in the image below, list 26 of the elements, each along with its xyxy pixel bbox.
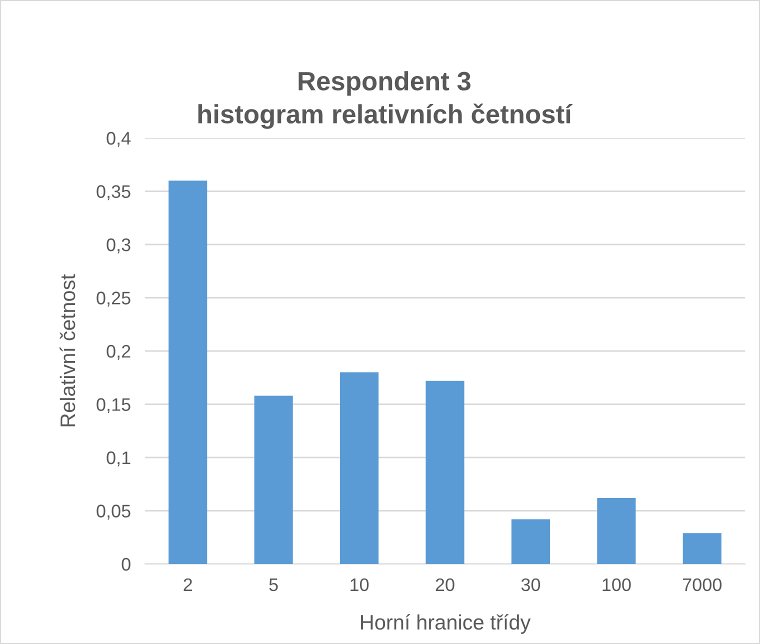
bar	[511, 519, 550, 564]
y-tick-label: 0,4	[106, 132, 131, 147]
x-tick-label: 100	[602, 578, 631, 592]
y-tick-label: 0	[122, 558, 130, 571]
bar	[254, 396, 293, 564]
y-tick-label: 0,3	[106, 238, 130, 254]
bar	[682, 533, 722, 564]
y-tick-label: 0,35	[96, 185, 130, 200]
y-axis-title: Relativní četnost	[60, 274, 76, 426]
x-tick-label: 10	[350, 578, 369, 592]
x-tick-label: 7000	[682, 578, 722, 592]
y-tick-label: 0,1	[106, 451, 130, 466]
x-tick-label: 30	[521, 578, 540, 592]
x-axis-title: Horní hranice třídy	[361, 614, 531, 634]
y-tick-label: 0,2	[106, 344, 130, 360]
bar	[597, 498, 636, 564]
x-tick-label: 2	[184, 578, 192, 591]
bar	[426, 380, 464, 564]
bar	[340, 372, 379, 564]
bar	[168, 180, 208, 564]
x-tick-label: 20	[436, 578, 454, 592]
chart-title: Respondent 3 histogram relativních četností	[198, 71, 573, 129]
y-tick-label: 0,25	[96, 292, 130, 307]
y-tick-label: 0,05	[96, 504, 130, 520]
y-tick-label: 0,15	[96, 398, 130, 414]
x-tick-label: 5	[269, 578, 278, 592]
